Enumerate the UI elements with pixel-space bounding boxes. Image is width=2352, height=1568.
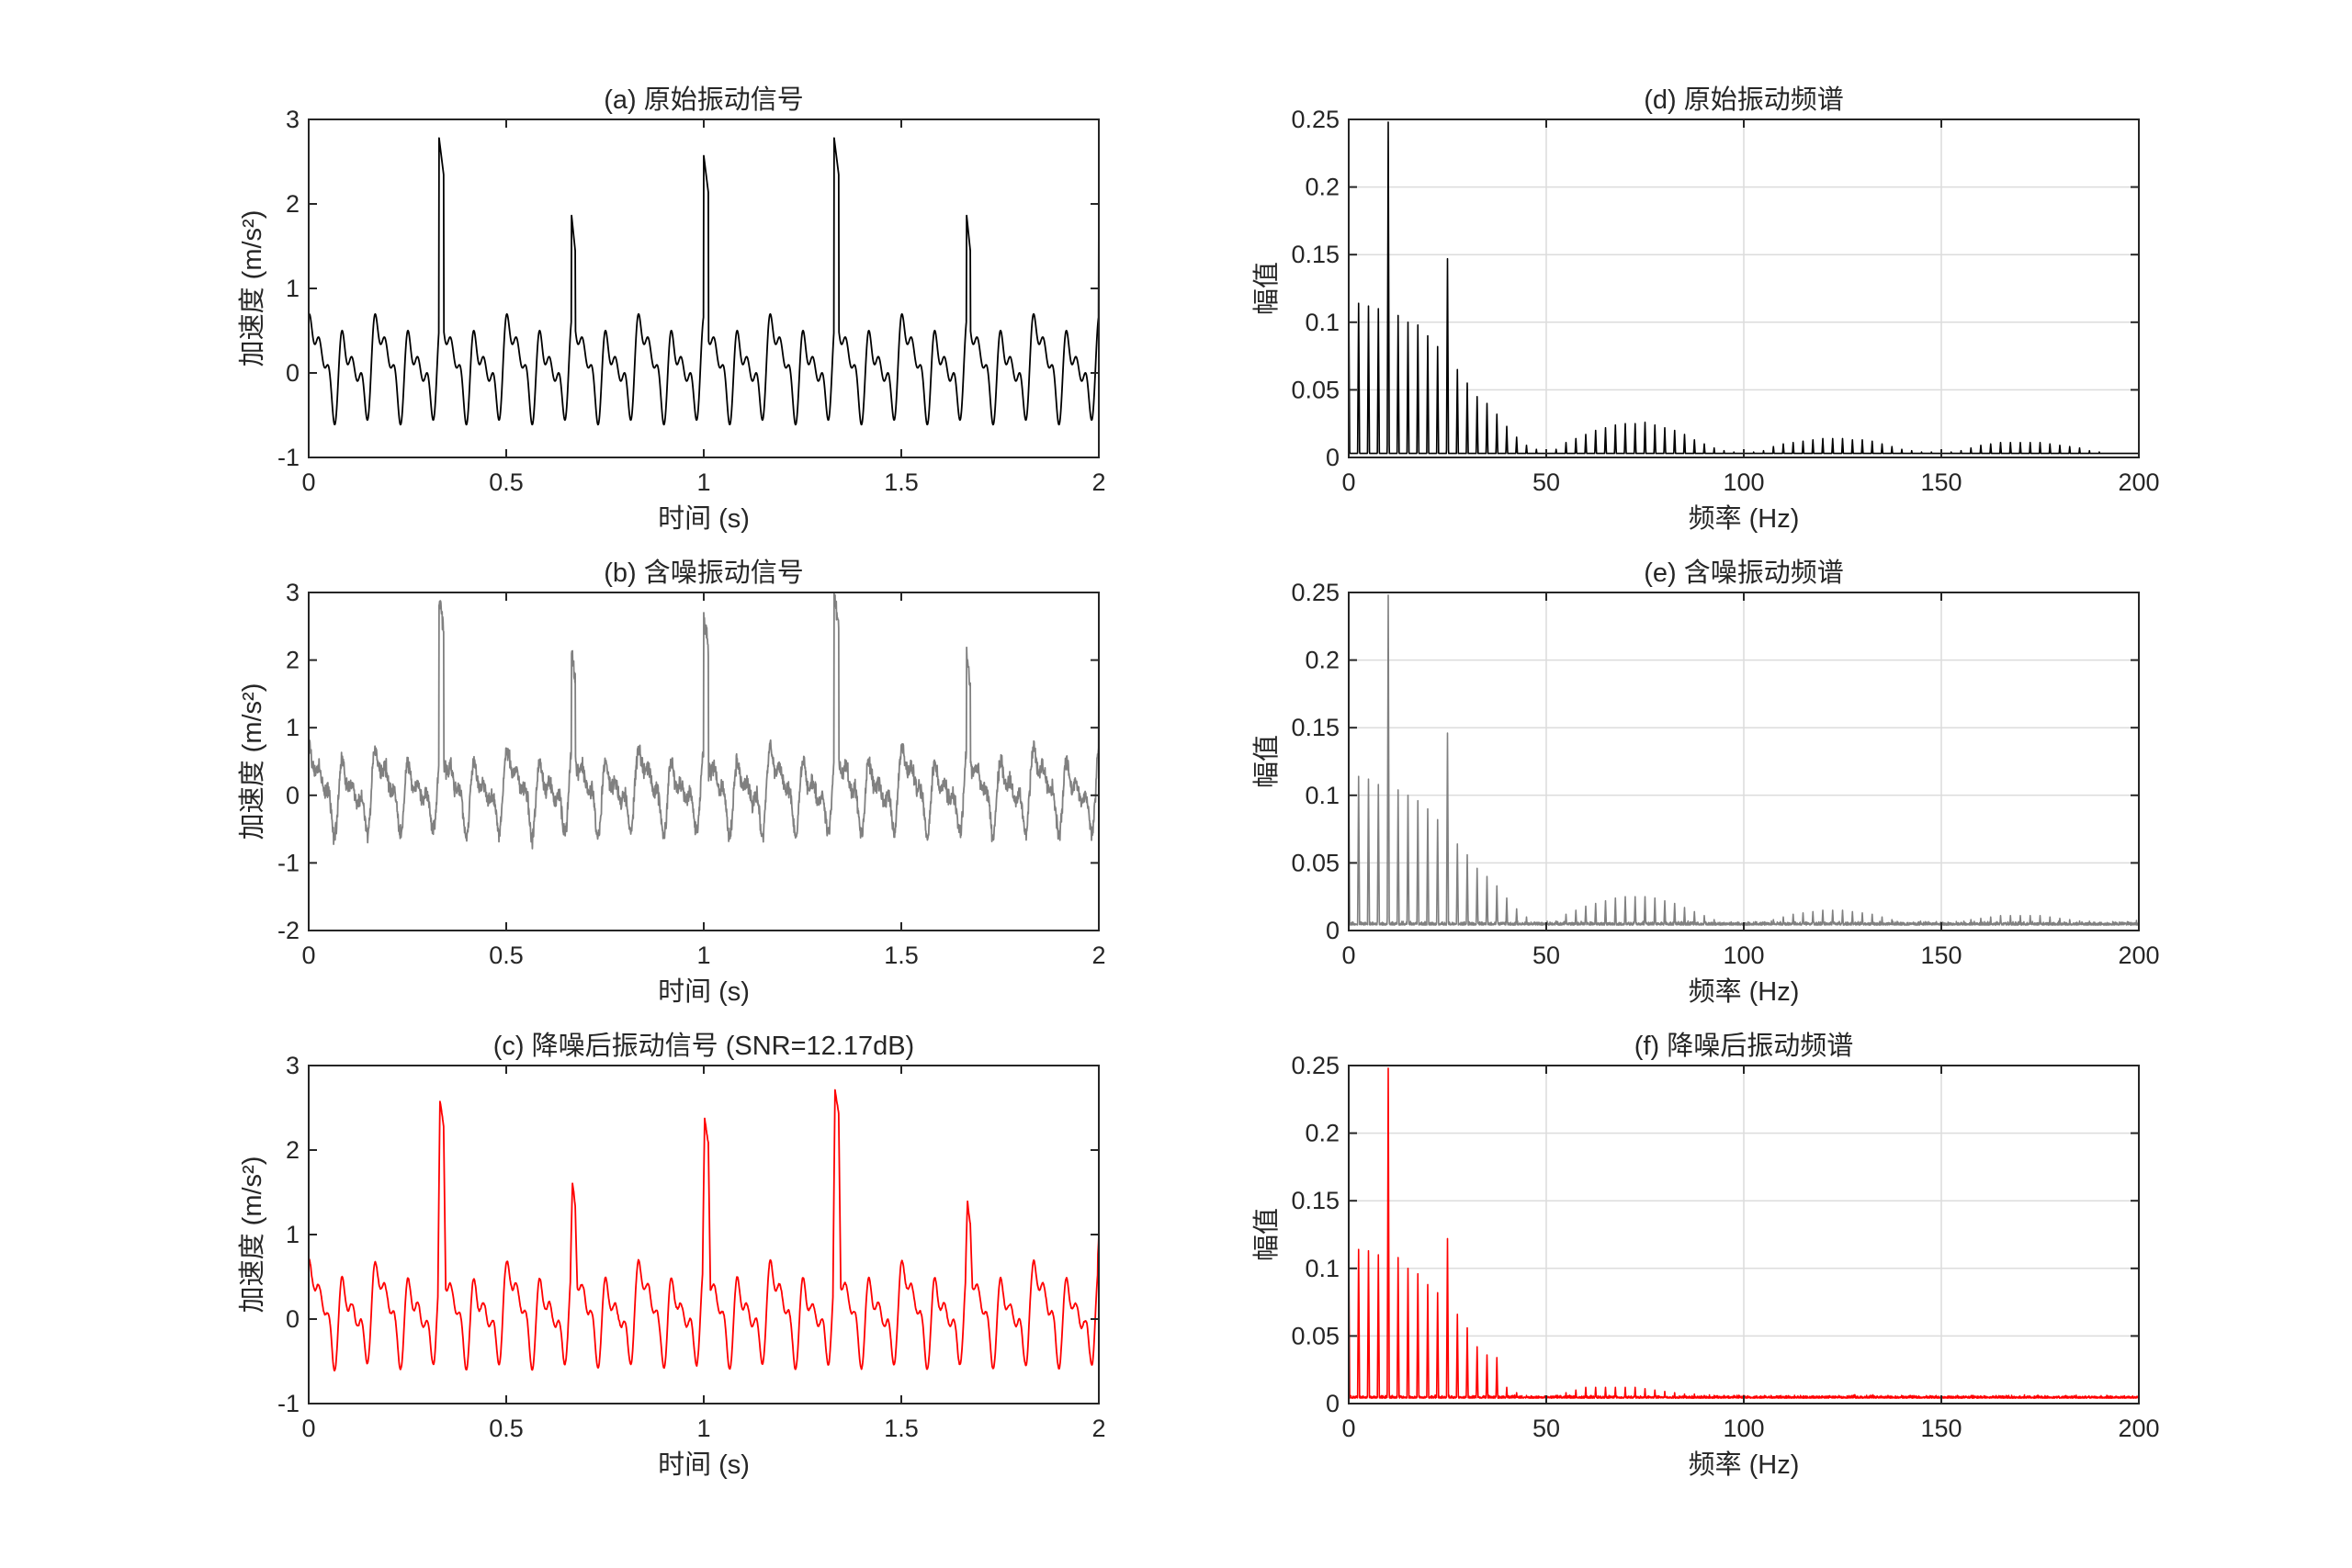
y-axis-label: 加速度 (m/s²) [237,210,267,367]
y-tick-label: 0.2 [1305,647,1340,674]
y-tick-label: 2 [286,1136,300,1164]
y-tick-label: 0 [286,359,300,387]
chart-title: (f) 降噪后振动频谱 [1634,1031,1853,1061]
y-tick-label: 0.05 [1291,376,1340,403]
grid [1349,119,2139,457]
x-tick-label: 50 [1532,1415,1560,1442]
x-tick-label: 0.5 [489,1415,524,1442]
x-tick-label: 0 [1341,942,1355,969]
y-tick-label: 1 [286,714,300,741]
x-tick-label: 0.5 [489,942,524,969]
x-tick-label: 50 [1532,942,1560,969]
grid [1349,1066,2139,1404]
y-axis-label: 加速度 (m/s²) [237,1156,267,1314]
y-axis-label: 加速度 (m/s²) [237,683,267,840]
x-axis-label: 时间 (s) [658,1450,750,1480]
y-tick-label: -2 [277,917,300,944]
y-tick-label: 0 [1326,917,1340,944]
chart-title: (a) 原始振动信号 [604,85,804,115]
x-tick-label: 0 [1341,1415,1355,1442]
chart-title: (d) 原始振动频谱 [1644,85,1844,115]
x-axis-label: 频率 (Hz) [1689,503,1800,534]
x-tick-label: 0.5 [489,468,524,496]
chart-title: (b) 含噪振动信号 [604,558,804,588]
x-tick-label: 0 [301,1415,315,1442]
y-tick-label: 0.1 [1305,782,1340,809]
x-tick-label: 0 [301,942,315,969]
y-tick-label: 0 [1326,1390,1340,1417]
x-tick-label: 200 [2118,942,2159,969]
y-tick-label: 0.15 [1291,1187,1340,1214]
series-line [308,137,1100,426]
y-tick-label: 1 [286,1221,300,1248]
y-tick-label: 0.25 [1291,106,1340,133]
x-tick-label: 100 [1723,942,1764,969]
x-tick-label: 100 [1723,1415,1764,1442]
series-line [308,592,1100,850]
x-tick-label: 1.5 [884,942,919,969]
y-tick-label: 0.05 [1291,1322,1340,1349]
y-tick-label: 0.25 [1291,579,1340,606]
y-tick-label: 0.15 [1291,714,1340,741]
y-tick-label: -1 [277,1390,300,1417]
x-axis-label: 频率 (Hz) [1689,976,1800,1007]
panel-d: 0 50 100 150 200 0 0.05 0.1 0.15 0.2 0.25 (d) 原始振动频… [1251,85,2160,534]
x-tick-label: 150 [1920,1415,1962,1442]
y-tick-label: 0 [1326,444,1340,471]
panel-f: 0 50 100 150 200 0 0.05 0.1 0.15 0.2 0.25 (f) 降噪后振动… [1251,1031,2160,1480]
x-tick-label: 1 [696,468,710,496]
y-axis-label: 幅值 [1251,262,1282,315]
x-tick-label: 2 [1091,1415,1105,1442]
x-tick-label: 200 [2118,1415,2159,1442]
y-tick-label: 1 [286,275,300,302]
x-tick-label: 50 [1532,468,1560,496]
y-tick-label: 0.05 [1291,849,1340,876]
y-axis-label: 幅值 [1251,735,1282,788]
series-line [308,1089,1100,1372]
chart-title: (c) 降噪后振动信号 (SNR=12.17dB) [493,1031,914,1061]
y-tick-label: 0 [286,782,300,809]
chart-title: (e) 含噪振动频谱 [1644,558,1844,588]
y-tick-label: 0.1 [1305,1255,1340,1282]
y-tick-label: 0.25 [1291,1052,1340,1079]
x-tick-label: 200 [2118,468,2159,496]
x-tick-label: 100 [1723,468,1764,496]
grid [1349,592,2139,931]
y-tick-label: -1 [277,444,300,471]
y-tick-label: 3 [286,579,300,606]
y-tick-label: -1 [277,849,300,876]
x-axis-label: 频率 (Hz) [1689,1450,1800,1480]
x-tick-label: 1.5 [884,1415,919,1442]
x-tick-label: 1 [696,942,710,969]
y-tick-label: 0.2 [1305,1120,1340,1147]
x-tick-label: 2 [1091,468,1105,496]
x-tick-label: 150 [1920,942,1962,969]
y-tick-label: 0.1 [1305,309,1340,336]
y-tick-label: 0.15 [1291,241,1340,268]
x-axis-label: 时间 (s) [658,503,750,534]
y-axis-label: 幅值 [1251,1208,1282,1261]
x-tick-label: 0 [1341,468,1355,496]
x-axis-label: 时间 (s) [658,976,750,1007]
x-tick-label: 2 [1091,942,1105,969]
y-tick-label: 3 [286,1052,300,1079]
panel-e: 0 50 100 150 200 0 0.05 0.1 0.15 0.2 0.25 (e) 含噪振动频… [1251,558,2160,1007]
y-tick-label: 2 [286,647,300,674]
x-tick-label: 1 [696,1415,710,1442]
x-tick-label: 150 [1920,468,1962,496]
y-tick-label: 0.2 [1305,174,1340,201]
y-tick-label: 3 [286,106,300,133]
y-tick-label: 0 [286,1305,300,1333]
x-tick-label: 0 [301,468,315,496]
x-tick-label: 1.5 [884,468,919,496]
y-tick-label: 2 [286,190,300,218]
